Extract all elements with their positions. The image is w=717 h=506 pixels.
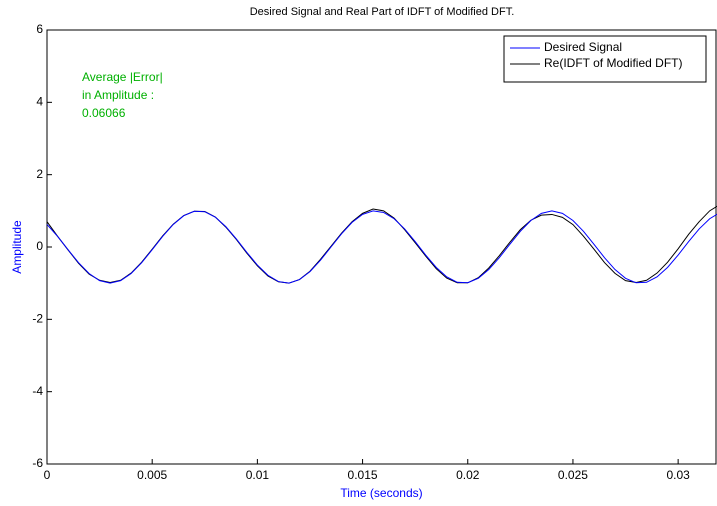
x-tick-label: 0.025 (558, 468, 588, 482)
annotation: Average |Error| (82, 70, 163, 84)
x-tick-label: 0.015 (348, 468, 378, 482)
annotation: in Amplitude : (82, 88, 154, 102)
x-tick-label: 0.02 (456, 468, 480, 482)
annotation: 0.06066 (82, 106, 126, 120)
x-tick-label: 0 (44, 468, 51, 482)
y-axis-label: Amplitude (10, 220, 24, 274)
legend-label: Re(IDFT of Modified DFT) (544, 56, 682, 70)
x-tick-label: 0.03 (666, 468, 690, 482)
legend-box (503, 35, 707, 83)
y-tick-label: -6 (32, 456, 43, 470)
series-line (46, 210, 717, 284)
legend-label: Desired Signal (544, 40, 622, 54)
y-tick-label: 6 (36, 22, 43, 36)
x-axis-label: Time (seconds) (340, 486, 422, 500)
chart-title: Desired Signal and Real Part of IDFT of … (250, 6, 515, 18)
x-tick-label: 0.01 (246, 468, 270, 482)
plot-area (46, 29, 717, 465)
x-tick-label: 0.005 (137, 468, 167, 482)
y-tick-label: 0 (36, 239, 43, 253)
y-tick-label: -4 (32, 384, 43, 398)
y-tick-label: 4 (36, 95, 43, 109)
y-tick-label: 2 (36, 167, 43, 181)
y-tick-label: -2 (32, 312, 43, 326)
